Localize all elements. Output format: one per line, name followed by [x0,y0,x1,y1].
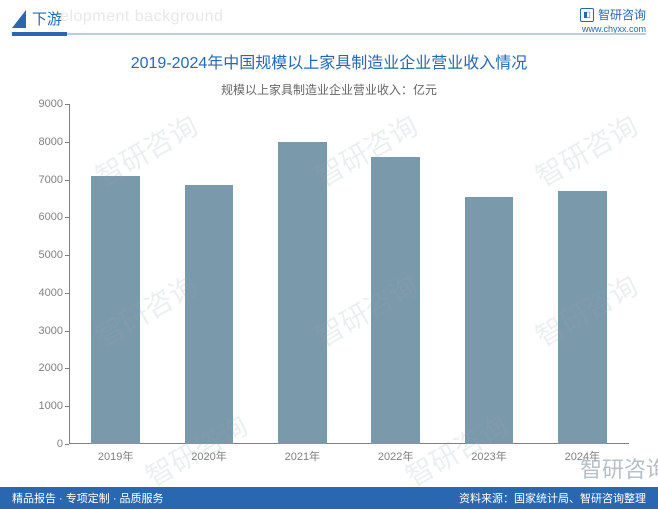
x-tick-label: 2023年 [471,448,506,464]
y-tick-mark [65,331,69,332]
x-tick-label: 2020年 [191,448,226,464]
y-tick-label: 3000 [39,325,63,337]
y-axis: 0100020003000400050006000700080009000 [19,104,69,444]
y-tick-mark [65,406,69,407]
chart-subtitle: 规模以上家具制造业企业营业收入：亿元 [0,81,658,98]
y-tick-label: 6000 [39,211,63,223]
chart-area: 0100020003000400050006000700080009000 20… [19,104,639,464]
plot-area [69,104,629,444]
y-tick-label: 1000 [39,400,63,412]
brand-logo-icon: ◧ [580,8,594,22]
footer-left: 精品报告 · 专项定制 · 品质服务 [12,490,164,506]
bar [278,142,327,444]
y-tick-mark [65,293,69,294]
y-tick-label: 4000 [39,287,63,299]
footer: 精品报告 · 专项定制 · 品质服务 资料来源：国家统计局、智研咨询整理 [0,487,658,509]
header-divider [12,33,646,35]
bar [185,185,234,444]
y-tick-mark [65,368,69,369]
x-tick-label: 2019年 [98,448,133,464]
chart-title: 2019-2024年中国规模以上家具制造业企业营业收入情况 [0,49,658,73]
background-text: elopment background [60,8,223,26]
bar [558,191,607,444]
y-tick-label: 0 [57,438,63,450]
brand-name: 智研咨询 [598,6,646,23]
x-tick-label: 2024年 [565,448,600,464]
y-tick-label: 5000 [39,249,63,261]
y-tick-label: 7000 [39,174,63,186]
bar [371,157,420,444]
y-tick-mark [65,104,69,105]
header-divider-thick [12,32,67,36]
y-tick-mark [65,217,69,218]
y-tick-label: 9000 [39,98,63,110]
y-tick-label: 2000 [39,362,63,374]
y-tick-mark [65,180,69,181]
bar [91,176,140,444]
y-tick-mark [65,444,69,445]
y-tick-mark [65,142,69,143]
y-tick-label: 8000 [39,136,63,148]
y-tick-mark [65,255,69,256]
bars-container [69,104,629,444]
section-label: 下游 [32,8,62,29]
triangle-icon [12,10,26,28]
footer-right: 资料来源：国家统计局、智研咨询整理 [459,490,646,506]
brand-block: ◧ 智研咨询 www.chyxx.com [580,6,646,34]
x-tick-label: 2021年 [285,448,320,464]
bar [465,197,514,444]
x-tick-label: 2022年 [378,448,413,464]
header: elopment background 下游 ◧ 智研咨询 www.chyxx.… [0,0,658,33]
